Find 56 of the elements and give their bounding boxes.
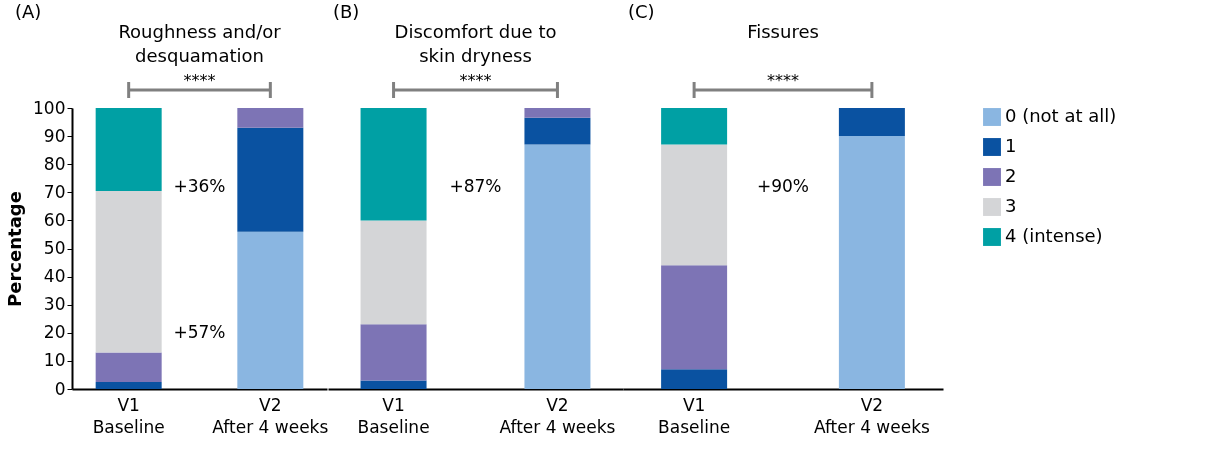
bar	[237, 108, 304, 128]
y-axis-title: Percentage	[4, 191, 26, 307]
text: (B)	[333, 1, 360, 22]
bar	[360, 108, 427, 221]
bar	[524, 117, 591, 145]
y-tick-label: 90	[43, 125, 66, 146]
y-tick-label: 100	[33, 97, 66, 118]
legend-label: 1	[1005, 135, 1017, 156]
y-tick-label: 50	[43, 238, 66, 258]
bar	[95, 190, 162, 353]
bar	[95, 108, 162, 191]
y-tick-label: 10	[43, 350, 66, 371]
bar	[237, 127, 304, 232]
x-tick-label: V1 Baseline	[357, 394, 430, 437]
annotation: +36%	[173, 175, 226, 196]
y-tick-label: 60	[43, 209, 66, 230]
bar	[661, 144, 728, 266]
bar	[95, 352, 162, 382]
text: ****	[767, 71, 799, 90]
bar	[524, 144, 591, 389]
legend-label: 2	[1005, 165, 1017, 186]
chart-title: Discomfort due to skin dryness	[394, 21, 557, 66]
y-tick-label: 70	[43, 181, 66, 202]
x-tick-label: V2 After 4 weeks	[212, 394, 329, 437]
annotation: +87%	[449, 175, 502, 196]
y-tick-label: 80	[43, 153, 66, 174]
bar	[838, 136, 905, 389]
bar	[661, 369, 728, 389]
chart-title: Fissures	[747, 21, 819, 42]
legend-label: 4 (intense)	[1005, 225, 1103, 246]
y-tick-label: 20	[43, 322, 66, 343]
text: (A)	[15, 1, 42, 22]
annotation: +90%	[756, 175, 810, 196]
legend-label: 0 (not at all)	[1005, 105, 1117, 126]
legend-label: 3	[1005, 195, 1017, 216]
annotation: +57%	[173, 321, 226, 342]
bar	[360, 324, 427, 381]
y-tick-label: 30	[43, 294, 66, 315]
bar	[360, 380, 427, 389]
x-tick-label: V2 After 4 weeks	[499, 394, 616, 437]
x-tick-label: V1 Baseline	[658, 394, 731, 437]
bar	[95, 381, 162, 389]
bar	[661, 108, 728, 145]
text: (C)	[628, 1, 655, 22]
bar	[661, 265, 728, 370]
bar	[524, 108, 591, 118]
y-tick-label: 0	[54, 378, 66, 399]
text: ****	[459, 71, 492, 90]
text: ****	[183, 71, 216, 90]
bar	[237, 231, 304, 389]
bar	[838, 108, 905, 137]
x-tick-label: V1 Baseline	[92, 394, 165, 437]
chart-title: Roughness and/or desquamation	[118, 21, 282, 66]
y-tick-label: 40	[43, 266, 66, 287]
bar	[360, 220, 427, 325]
x-tick-label: V2 After 4 weeks	[813, 394, 931, 437]
